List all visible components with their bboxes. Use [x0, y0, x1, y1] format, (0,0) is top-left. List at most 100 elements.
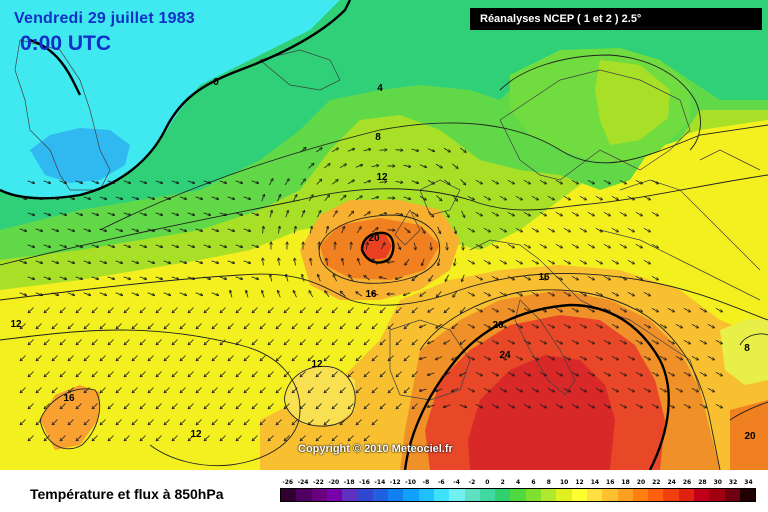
- wind-arrow: [308, 164, 313, 169]
- wind-arrow: [691, 323, 698, 327]
- wind-arrow: [181, 323, 186, 329]
- wind-arrow: [317, 435, 322, 441]
- wind-arrow: [173, 371, 178, 377]
- wind-arrow: [91, 180, 99, 183]
- wind-arrow: [571, 371, 578, 375]
- wind-arrow: [326, 259, 327, 266]
- wind-arrow: [635, 403, 642, 407]
- wind-arrow: [436, 388, 443, 391]
- wind-arrow: [349, 435, 354, 441]
- wind-arrow: [547, 355, 554, 359]
- wind-arrow: [635, 243, 642, 247]
- scale-swatch: [571, 489, 587, 501]
- wind-arrow: [683, 403, 690, 407]
- wind-arrow: [165, 355, 170, 361]
- scale-swatch: [296, 489, 312, 501]
- wind-arrow: [351, 243, 352, 250]
- wind-arrow: [173, 435, 178, 441]
- wind-arrow: [475, 307, 482, 311]
- wind-arrow: [366, 243, 367, 250]
- wind-arrow: [285, 211, 288, 218]
- wind-arrow: [667, 403, 674, 407]
- wind-arrow: [619, 243, 626, 247]
- wind-arrow: [29, 339, 34, 345]
- wind-arrow: [213, 355, 218, 361]
- wind-arrow: [221, 339, 226, 345]
- wind-arrow: [531, 291, 538, 295]
- wind-arrow: [475, 339, 482, 343]
- wind-arrow: [37, 355, 42, 361]
- wind-arrow: [603, 275, 610, 279]
- wind-arrow: [277, 195, 281, 202]
- wind-arrow: [163, 260, 171, 263]
- temperature-field-atlantic-16: [40, 385, 100, 450]
- wind-arrow: [332, 211, 337, 218]
- scale-swatch: [617, 489, 633, 501]
- wind-arrow: [213, 387, 218, 393]
- wind-arrow: [325, 419, 330, 425]
- wind-arrow: [157, 403, 162, 409]
- wind-arrow: [587, 275, 594, 279]
- wind-arrow: [531, 195, 538, 199]
- wind-arrow: [515, 227, 522, 231]
- wind-arrow: [539, 179, 546, 183]
- wind-arrow: [325, 323, 330, 329]
- wind-arrow: [292, 195, 296, 202]
- wind-arrow: [627, 323, 634, 327]
- wind-arrow: [355, 165, 363, 168]
- wind-arrow: [325, 355, 330, 361]
- wind-arrow: [414, 242, 415, 250]
- wind-arrow: [420, 356, 427, 359]
- wind-arrow: [531, 259, 538, 263]
- wind-arrow: [347, 180, 354, 185]
- wind-arrow: [221, 435, 226, 441]
- wind-arrow: [333, 275, 337, 282]
- wind-arrow: [635, 211, 642, 215]
- wind-arrow: [452, 355, 459, 360]
- scale-swatch: [372, 489, 389, 501]
- wind-arrow: [333, 403, 338, 409]
- wind-arrow: [83, 292, 90, 296]
- wind-arrow: [147, 196, 155, 199]
- wind-arrow: [611, 291, 618, 295]
- wind-arrow: [357, 387, 362, 393]
- wind-arrow: [699, 403, 706, 407]
- scale-swatch: [632, 489, 649, 501]
- wind-arrow: [475, 371, 482, 375]
- wind-arrow: [69, 419, 74, 425]
- wind-arrow: [325, 387, 330, 393]
- wind-arrow: [21, 323, 26, 329]
- wind-arrow: [83, 196, 91, 199]
- scale-value: 8: [546, 479, 551, 486]
- wind-arrow: [435, 163, 442, 168]
- wind-arrow: [29, 403, 34, 409]
- wind-arrow: [123, 244, 131, 247]
- wind-arrow: [333, 339, 338, 345]
- wind-arrow: [27, 276, 35, 279]
- wind-arrow: [651, 243, 658, 247]
- wind-arrow: [278, 291, 281, 298]
- wind-arrow: [555, 307, 562, 311]
- wind-arrow: [523, 243, 530, 247]
- wind-arrow: [507, 403, 514, 407]
- wind-arrow: [301, 435, 306, 441]
- wind-arrow: [149, 355, 154, 361]
- scale-value: 12: [575, 479, 584, 486]
- wind-arrow: [523, 211, 530, 215]
- wind-arrow: [45, 371, 50, 377]
- wind-arrow: [37, 323, 42, 329]
- wind-arrow: [93, 371, 98, 377]
- wind-arrow: [587, 339, 594, 343]
- wind-arrow: [318, 275, 321, 282]
- wind-arrow: [372, 293, 379, 296]
- wind-arrow: [587, 307, 594, 311]
- wind-arrow: [403, 196, 411, 199]
- scale-value: -4: [453, 479, 460, 486]
- scale-value: 20: [636, 479, 646, 486]
- wind-arrow: [683, 307, 690, 311]
- wind-arrow: [125, 403, 130, 409]
- wind-arrow: [109, 307, 114, 313]
- scale-value: -16: [359, 479, 370, 486]
- wind-arrow: [171, 244, 179, 247]
- wind-arrow: [611, 227, 618, 231]
